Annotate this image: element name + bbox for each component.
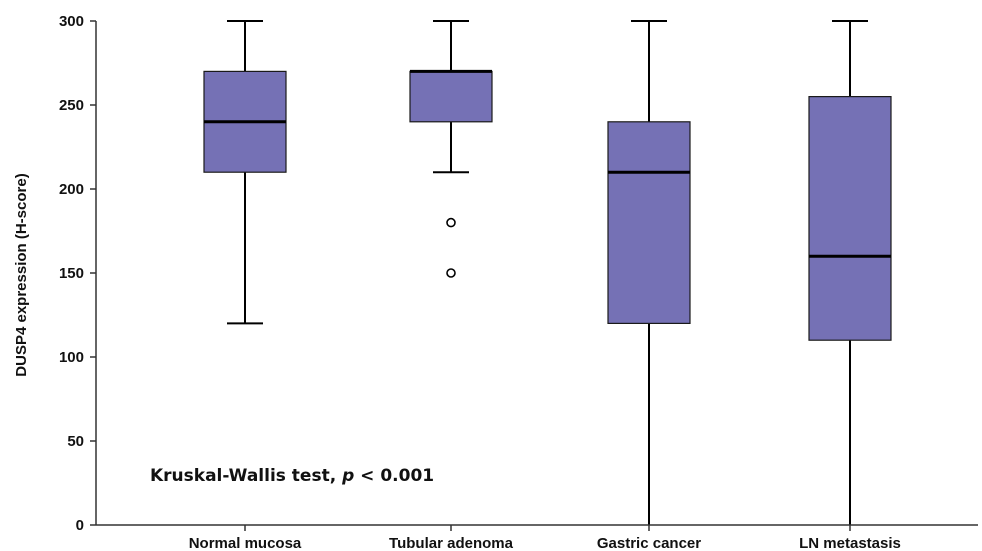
y-tick-label-250: 250	[59, 97, 84, 114]
plot-area	[203, 20, 892, 525]
annotation-text-after: < 0.001	[354, 466, 434, 486]
outlier-point-1	[446, 268, 456, 278]
iqr-box	[607, 121, 691, 325]
box-group-0	[203, 20, 287, 325]
axes: 0 50 100 150 200 250 300 Normal mucosa Tubular a…	[59, 13, 978, 551]
x-tick-label-3: LN metastasis	[799, 535, 901, 551]
y-tick-label-0: 0	[76, 517, 84, 534]
kruskal-wallis-annotation: Kruskal-Wallis test, p < 0.001	[150, 466, 434, 486]
box-group-2	[607, 20, 691, 525]
y-tick-label-100: 100	[59, 349, 84, 366]
annotation-text-before: Kruskal-Wallis test,	[150, 466, 342, 486]
box-group-3	[808, 20, 892, 525]
y-tick-label-50: 50	[67, 433, 84, 450]
annotation-p-italic: p	[341, 466, 354, 486]
y-tick-label-150: 150	[59, 265, 84, 282]
box-group-1	[409, 20, 493, 278]
x-tick-label-0: Normal mucosa	[189, 535, 302, 551]
x-tick-label-2: Gastric cancer	[597, 535, 701, 551]
y-tick-label-300: 300	[59, 13, 84, 30]
x-tick-label-1: Tubular adenoma	[389, 535, 514, 551]
iqr-box	[409, 70, 493, 123]
iqr-box	[808, 95, 892, 341]
y-axis-title: DUSP4 expression (H-score)	[13, 173, 30, 376]
outlier-point-0	[446, 217, 456, 228]
y-tick-label-200: 200	[59, 181, 84, 198]
